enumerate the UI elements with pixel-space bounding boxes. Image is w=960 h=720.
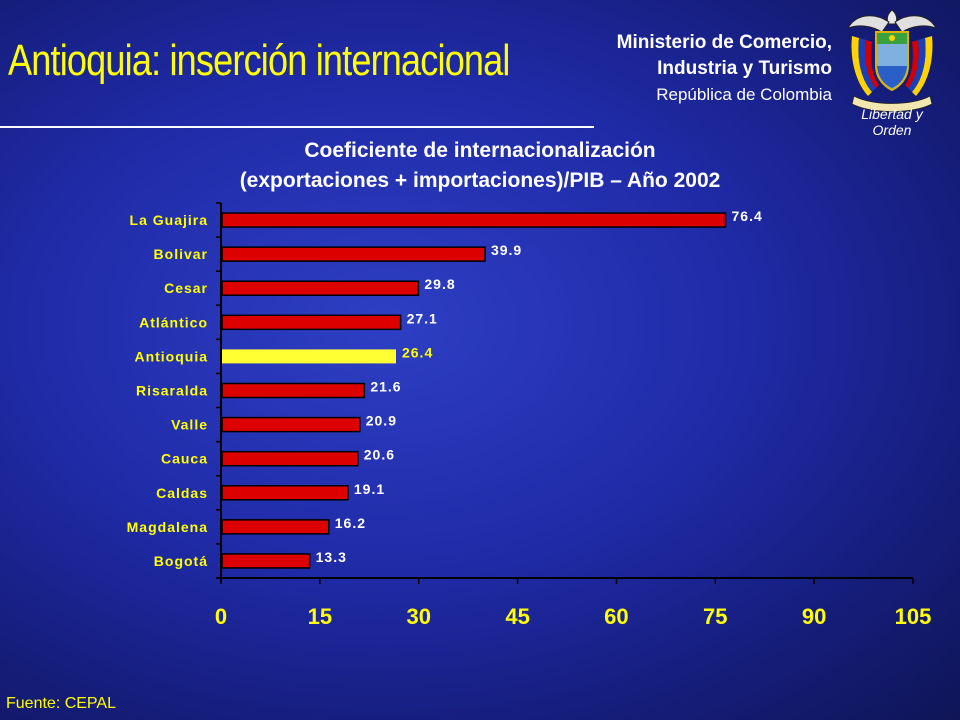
category-label: Cauca (161, 451, 208, 467)
category-label: Cesar (164, 280, 208, 296)
country-name: República de Colombia (656, 85, 832, 104)
bar-chart: 0 15 30 45 60 75 90 105 La Guajira 76.4 Bolivar 39.… (127, 202, 932, 629)
x-tick-label: 90 (802, 604, 826, 629)
crest-motto: Libertad y Orden (861, 106, 923, 138)
chart-title-line1: Coeficiente de internacionalización (304, 139, 656, 162)
category-label: Magdalena (127, 519, 208, 535)
data-label: 29.8 (424, 276, 455, 292)
bar-bolivar (221, 246, 486, 262)
category-label: Caldas (156, 485, 208, 501)
x-tick-label: 105 (895, 604, 932, 629)
data-label: 19.1 (354, 481, 385, 497)
x-tick-label: 0 (215, 604, 227, 629)
data-label: 20.9 (366, 413, 397, 429)
data-label: 20.6 (364, 447, 395, 463)
bar-cesar (221, 280, 420, 296)
bar-caldas (221, 485, 349, 501)
x-tick-label: 45 (505, 604, 529, 629)
data-label: 16.2 (335, 515, 366, 531)
bar-laguajira (221, 212, 727, 228)
bar-atlntico (221, 314, 402, 331)
bar-risaralda (221, 382, 366, 399)
colombia-coat-of-arms-icon (846, 9, 938, 112)
bar-valle (221, 416, 361, 433)
ministry-name-line2: Industria y Turismo (657, 58, 832, 79)
ministry-block: Ministerio de Comercio, Industria y Turi… (617, 30, 832, 108)
slide-title: Antioquia: inserción internacional (8, 36, 510, 85)
bar-cauca (221, 450, 359, 467)
category-label: Risaralda (136, 383, 208, 399)
x-tick-label: 60 (604, 604, 628, 629)
data-label: 39.9 (491, 242, 522, 258)
chart-title-line2: (exportaciones + importaciones)/PIB – Añ… (239, 169, 721, 192)
data-label: 26.4 (402, 344, 433, 360)
data-label: 27.1 (407, 310, 438, 326)
bar-antioquia (222, 349, 396, 364)
chart-title: Coeficiente de internacionalización (exp… (0, 136, 960, 196)
data-label: 21.6 (370, 379, 401, 395)
source-note: Fuente: CEPAL (6, 695, 116, 712)
bar-bogot (221, 553, 311, 569)
title-divider (0, 126, 594, 128)
x-tick-label: 75 (703, 604, 727, 629)
category-label: Bogotá (154, 553, 208, 569)
x-tick-label: 30 (406, 604, 430, 629)
category-label: Antioquia (134, 348, 208, 364)
category-label: Valle (171, 417, 208, 433)
data-label: 76.4 (732, 208, 763, 224)
data-label: 13.3 (316, 549, 347, 565)
ministry-name-line1: Ministerio de Comercio, (616, 32, 832, 53)
x-tick-label: 15 (308, 604, 332, 629)
category-label: La Guajira (130, 212, 208, 228)
category-label: Atlántico (139, 314, 208, 330)
category-label: Bolivar (154, 246, 208, 262)
bar-magdalena (221, 519, 330, 535)
